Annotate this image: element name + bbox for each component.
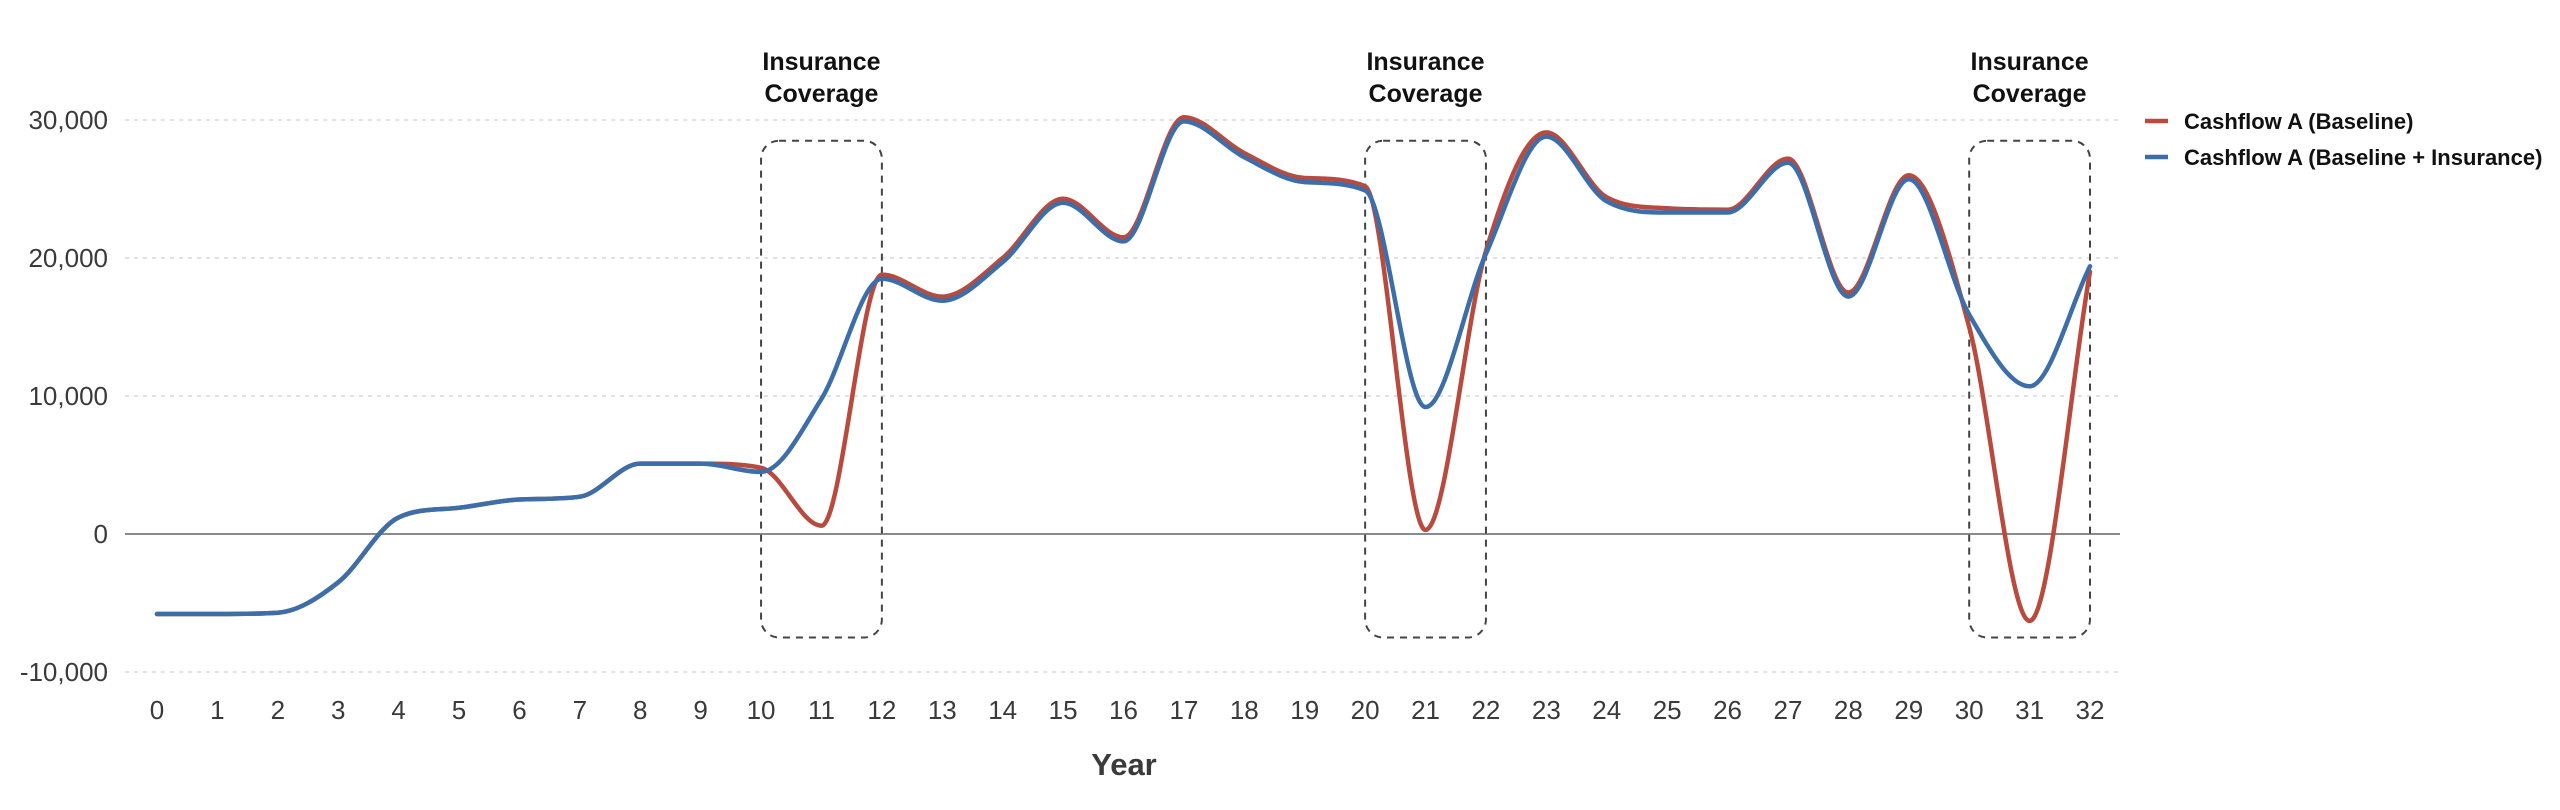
x-tick-label: 8 [633, 695, 647, 725]
legend: Cashflow A (Baseline) Cashflow A (Baselin… [2145, 109, 2542, 170]
annotation-labels: Insurance Coverage Insurance Coverage Insura… [762, 48, 2088, 108]
x-tick-label: 16 [1109, 695, 1138, 725]
annotation-label-line1: Insurance [762, 48, 880, 76]
annotation-label-line1: Insurance [1366, 48, 1484, 76]
annotation-label-line2: Coverage [764, 80, 878, 108]
x-tick-label: 23 [1532, 695, 1561, 725]
y-axis-tick-labels: -10,000 0 10,000 20,000 30,000 [20, 105, 108, 687]
x-tick-label: 5 [452, 695, 466, 725]
x-tick-label: 0 [150, 695, 164, 725]
x-tick-label: 12 [867, 695, 896, 725]
x-tick-label: 27 [1774, 695, 1803, 725]
x-tick-label: 20 [1351, 695, 1380, 725]
series-lines [154, 114, 2093, 624]
x-tick-label: 25 [1653, 695, 1682, 725]
x-tick-label: 24 [1592, 695, 1621, 725]
x-tick-label: 29 [1894, 695, 1923, 725]
annotation-label-line1: Insurance [1971, 48, 2089, 76]
y-tick-label: 0 [94, 519, 108, 549]
legend-entry: Cashflow A (Baseline + Insurance) [2184, 145, 2542, 170]
y-tick-label: 10,000 [28, 381, 108, 411]
insurance-coverage-box [760, 139, 883, 639]
legend-entry: Cashflow A (Baseline) [2184, 109, 2413, 134]
x-tick-label: 19 [1290, 695, 1319, 725]
x-tick-label: 6 [512, 695, 526, 725]
x-tick-label: 3 [331, 695, 345, 725]
x-tick-label: 18 [1230, 695, 1259, 725]
y-tick-label: -10,000 [20, 657, 108, 687]
x-tick-label: 1 [210, 695, 224, 725]
x-axis-title: Year [1091, 747, 1157, 782]
x-tick-label: 31 [2015, 695, 2044, 725]
x-tick-label: 32 [2076, 695, 2105, 725]
insurance-coverage-box [1968, 139, 2091, 639]
x-tick-label: 28 [1834, 695, 1863, 725]
x-tick-label: 15 [1049, 695, 1078, 725]
x-tick-label: 14 [988, 695, 1017, 725]
annotation-label-line2: Coverage [1369, 80, 1483, 108]
x-tick-label: 21 [1411, 695, 1440, 725]
x-tick-label: 10 [747, 695, 776, 725]
x-tick-label: 2 [271, 695, 285, 725]
x-tick-label: 13 [928, 695, 957, 725]
x-tick-label: 26 [1713, 695, 1742, 725]
x-tick-label: 4 [391, 695, 405, 725]
annotation-label-line2: Coverage [1973, 80, 2087, 108]
series-line-baseline-insurance [154, 119, 2093, 617]
x-tick-label: 17 [1169, 695, 1198, 725]
y-tick-label: 30,000 [28, 105, 108, 135]
series-line-baseline [154, 114, 2093, 624]
x-tick-label: 9 [693, 695, 707, 725]
x-tick-label: 7 [573, 695, 587, 725]
x-tick-label: 22 [1471, 695, 1500, 725]
grid-lines [125, 119, 2120, 673]
insurance-coverage-box [1364, 139, 1487, 639]
y-tick-label: 20,000 [28, 243, 108, 273]
x-tick-label: 11 [808, 695, 835, 725]
x-axis-tick-labels: 0 1 2 3 4 5 6 7 8 9 10 11 12 13 14 15 16 17 18 19 20 21 22 23 24… [150, 695, 2105, 725]
x-tick-label: 30 [1955, 695, 1984, 725]
insurance-coverage-boxes [760, 139, 2091, 639]
